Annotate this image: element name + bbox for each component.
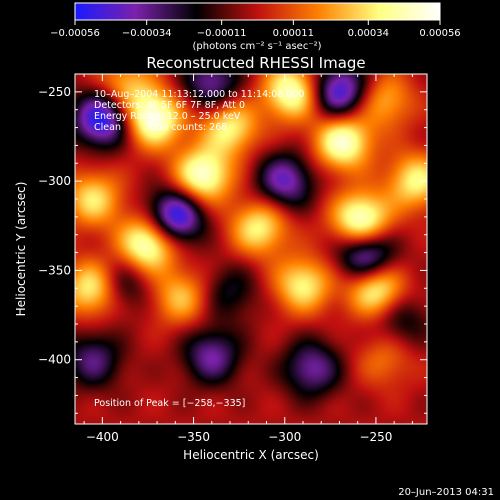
colorbar-tick-label: 0.00056 [419, 28, 460, 39]
colorbar-gradient [74, 2, 441, 21]
axis-ticks: −400 −350 −300 −250 −250 −300 −350 −400 [38, 73, 427, 444]
plot-area: −400 −350 −300 −250 −250 −300 −350 −400 [38, 73, 428, 444]
colorbar-tick-label: 0.00011 [273, 28, 314, 39]
chart-title: Reconstructed RHESSI Image [146, 54, 365, 72]
annotation-counts: Total counts: 268 [145, 122, 227, 133]
x-axis-label: Heliocentric X (arcsec) [183, 448, 319, 462]
y-axis-label: Heliocentric Y (arcsec) [14, 182, 28, 317]
annotation-time: 10–Aug–2004 11:13:12.000 to 11:14:08.000 [94, 89, 305, 100]
y-tick-label: −400 [38, 353, 71, 367]
colorbar-tick-label: −0.00011 [197, 28, 247, 39]
annotation-peak: Position of Peak = [−258,−335] [94, 398, 245, 409]
colorbar-tick-label: −0.00056 [50, 28, 100, 39]
y-tick-label: −350 [38, 263, 71, 277]
colorbar-ticks: −0.00056 −0.00034 −0.00011 0.00011 0.00034 0.… [50, 20, 461, 39]
y-tick-label: −300 [38, 174, 71, 188]
annotations: 10–Aug–2004 11:13:12.000 to 11:14:08.000… [94, 89, 305, 409]
colorbar-tick-label: −0.00034 [122, 28, 172, 39]
y-tick-label: −250 [38, 85, 71, 99]
colorbar-unit-label: (photons cm⁻² s⁻¹ asec⁻²) [192, 41, 321, 52]
colorbar-tick-label: 0.00034 [348, 28, 389, 39]
annotation-detectors: Detectors: 4F 5F 6F 7F 8F, Att 0 [94, 100, 245, 111]
colorbar: −0.00056 −0.00034 −0.00011 0.00011 0.00034 0.… [50, 2, 461, 52]
annotation-method: Clean [94, 122, 121, 133]
x-tick-label: −350 [177, 430, 210, 444]
x-tick-label: −300 [268, 430, 301, 444]
x-tick-label: −400 [86, 430, 119, 444]
plot-frame [74, 73, 428, 425]
annotation-energy: Energy Range: 12.0 – 25.0 keV [94, 111, 241, 122]
footer-date: 20–Jun–2013 04:31 [398, 487, 494, 498]
x-tick-label: −250 [359, 430, 392, 444]
heatmap-image [75, 74, 427, 424]
